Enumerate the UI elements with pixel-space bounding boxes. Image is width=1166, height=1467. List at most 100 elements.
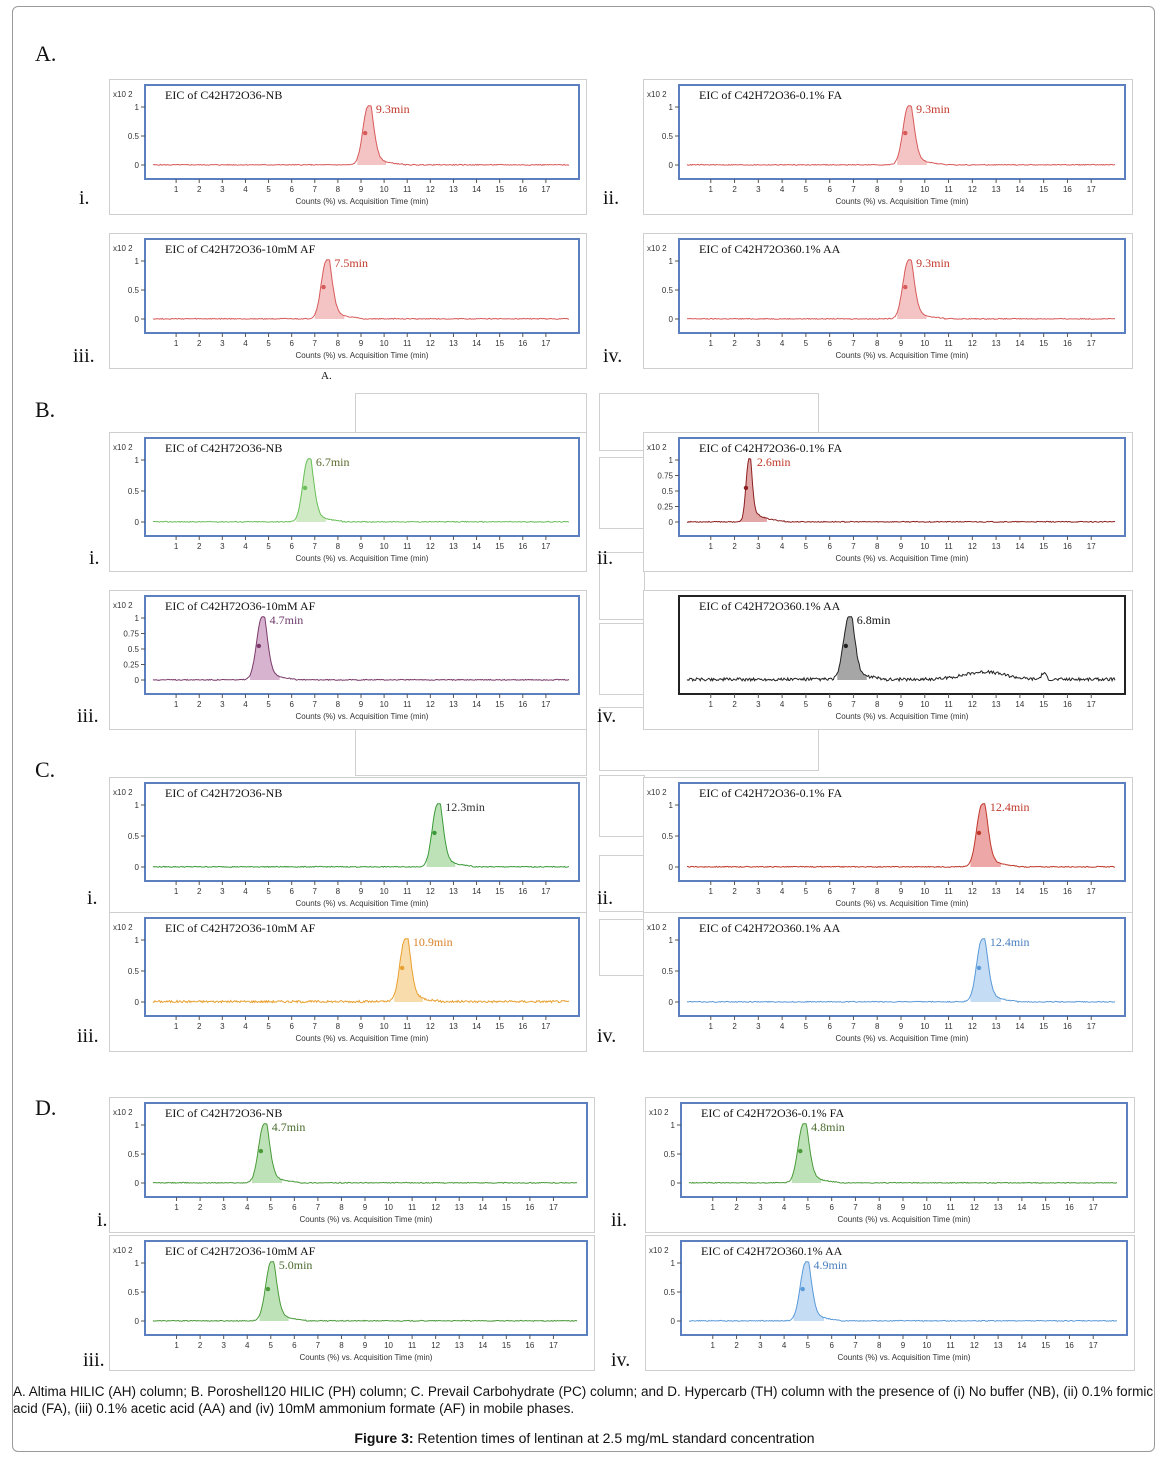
x-tick-label: 15: [1039, 887, 1048, 896]
chart-title: EIC of C42H72O36-NB: [165, 1106, 282, 1120]
y-tick-label: 1: [135, 1121, 140, 1130]
y-tick-label: 0.25: [123, 661, 139, 670]
plot-area: [144, 917, 580, 1017]
retention-time-label: 6.8min: [857, 613, 891, 627]
retention-time-label: 4.7min: [272, 1120, 306, 1134]
x-tick-label: 7: [851, 887, 856, 896]
x-tick-label: 14: [1015, 887, 1024, 896]
peak-marker: [743, 485, 749, 491]
x-tick-label: 6: [827, 1022, 832, 1031]
y-tick-label: 1: [135, 103, 140, 112]
signal-trace: [153, 259, 569, 320]
x-tick-label: 16: [518, 542, 527, 551]
chromatogram-svg: x10 210.501 2 3 4 5 6 7 8 9 10 11 12 13 14 15 16 17Count…: [109, 79, 587, 215]
x-tick-label: 9: [899, 1022, 904, 1031]
x-tick-label: 10: [380, 185, 389, 194]
y-multiplier-label: x10 2: [113, 244, 133, 253]
x-tick-label: 12: [426, 339, 435, 348]
x-tick-label: 2: [732, 339, 737, 348]
x-tick-label: 3: [221, 1341, 226, 1350]
x-tick-label: 15: [495, 542, 504, 551]
overlay-strip: [599, 457, 645, 529]
x-tick-label: 13: [455, 1203, 464, 1212]
x-tick-label: 9: [899, 887, 904, 896]
retention-time-label: 12.3min: [445, 800, 485, 814]
x-tick-label: 2: [732, 1022, 737, 1031]
chart-title: EIC of C42H72O360.1% AA: [699, 921, 841, 935]
x-tick-label: 12: [426, 1022, 435, 1031]
panel-label-3-1: i.: [87, 887, 98, 909]
x-tick-label: 8: [877, 1203, 882, 1212]
panel-label-4-3: iii.: [83, 1349, 105, 1371]
x-tick-label: 13: [992, 185, 1001, 194]
chromatogram-svg: x10 210.501 2 3 4 5 6 7 8 9 10 11 12 13 14 15 16 17Count…: [109, 432, 587, 572]
x-tick-label: 12: [970, 1341, 979, 1350]
retention-time-label: 5.0min: [279, 1258, 313, 1272]
chromatogram-panel: x10 2 1 0.5 0 1 2 3 4 5 6 7 8 9 10 11 12 13 14 15 16 17 Count…: [643, 777, 1133, 917]
x-tick-label: 13: [994, 1203, 1003, 1212]
x-tick-label: 17: [1087, 339, 1096, 348]
x-tick-label: 10: [920, 185, 929, 194]
x-tick-label: 16: [1063, 339, 1072, 348]
x-axis-label: Counts (%) vs. Acquisition Time (min): [296, 554, 429, 563]
y-multiplier-label: x10 2: [113, 788, 133, 797]
y-tick-label: 1: [669, 103, 674, 112]
retention-time-label: 2.6min: [757, 455, 791, 469]
y-multiplier-label: x10 2: [647, 244, 667, 253]
x-tick-label: 3: [221, 1203, 226, 1212]
x-tick-label: 16: [1063, 542, 1072, 551]
x-tick-label: 15: [1041, 1341, 1050, 1350]
x-tick-label: 4: [243, 185, 248, 194]
x-tick-label: 3: [758, 1341, 763, 1350]
chart-title: EIC of C42H72O36-10mM AF: [165, 242, 316, 256]
chart-title: EIC of C42H72O36-NB: [165, 441, 282, 455]
x-tick-label: 10: [380, 1022, 389, 1031]
x-tick-label: 4: [780, 887, 785, 896]
peak-marker: [798, 1148, 803, 1154]
y-multiplier-label: x10 2: [113, 1246, 133, 1255]
x-tick-label: 13: [994, 1341, 1003, 1350]
x-tick-label: 3: [220, 185, 225, 194]
x-tick-label: 17: [541, 887, 550, 896]
panel-label-4-1: i.: [97, 1209, 108, 1231]
x-tick-label: 6: [827, 887, 832, 896]
x-axis-label: Counts (%) vs. Acquisition Time (min): [836, 712, 969, 721]
x-tick-label: 17: [1087, 542, 1096, 551]
x-tick-label: 6: [289, 185, 294, 194]
x-tick-label: 10: [384, 1203, 393, 1212]
chart-title: EIC of C42H72O36-10mM AF: [165, 1244, 316, 1258]
x-tick-label: 4: [245, 1203, 250, 1212]
x-tick-label: 16: [1063, 700, 1072, 709]
y-multiplier-label: x10 2: [647, 90, 667, 99]
x-tick-label: 16: [1063, 887, 1072, 896]
x-tick-label: 8: [336, 887, 341, 896]
chart-title: EIC of C42H72O36-0.1% FA: [701, 1106, 844, 1120]
chromatogram-svg: x10 210.501 2 3 4 5 6 7 8 9 10 11 12 13 14 15 16 17Count…: [643, 777, 1133, 917]
x-tick-label: 7: [851, 542, 856, 551]
chromatogram-panel: x10 2 1 0.5 0 1 2 3 4 5 6 7 8 9 10 11 12 13 14 15 16 17 Count…: [109, 777, 587, 917]
chromatogram-panel: x10 2 1 0.75 0.5 0.25 0 1 2 3 4 5 6 7 8 9 10 11 12 13 14 15 1…: [109, 590, 587, 730]
x-tick-label: 8: [336, 542, 341, 551]
x-tick-label: 5: [269, 1203, 274, 1212]
x-tick-label: 15: [1039, 1022, 1048, 1031]
x-tick-label: 7: [853, 1203, 858, 1212]
chart-title: EIC of C42H72O360.1% AA: [699, 599, 841, 613]
x-tick-label: 13: [992, 887, 1001, 896]
x-tick-label: 4: [243, 542, 248, 551]
x-tick-label: 15: [1039, 542, 1048, 551]
x-tick-label: 5: [266, 887, 271, 896]
panel-label-1-1: i.: [79, 187, 90, 209]
x-tick-label: 14: [1015, 542, 1024, 551]
chromatogram-panel: x10 2 1 0.5 0 1 2 3 4 5 6 7 8 9 10 11 12 13 14 15 16 17 Count…: [109, 432, 587, 572]
x-tick-label: 4: [243, 887, 248, 896]
x-tick-label: 10: [922, 1203, 931, 1212]
signal-trace: [686, 259, 1116, 320]
x-tick-label: 6: [289, 1022, 294, 1031]
x-tick-label: 17: [1089, 1203, 1098, 1212]
x-tick-label: 15: [502, 1203, 511, 1212]
x-tick-label: 5: [804, 700, 809, 709]
x-tick-label: 17: [549, 1341, 558, 1350]
panel-label-4-2: ii.: [611, 1209, 628, 1231]
retention-time-label: 4.9min: [814, 1258, 848, 1272]
